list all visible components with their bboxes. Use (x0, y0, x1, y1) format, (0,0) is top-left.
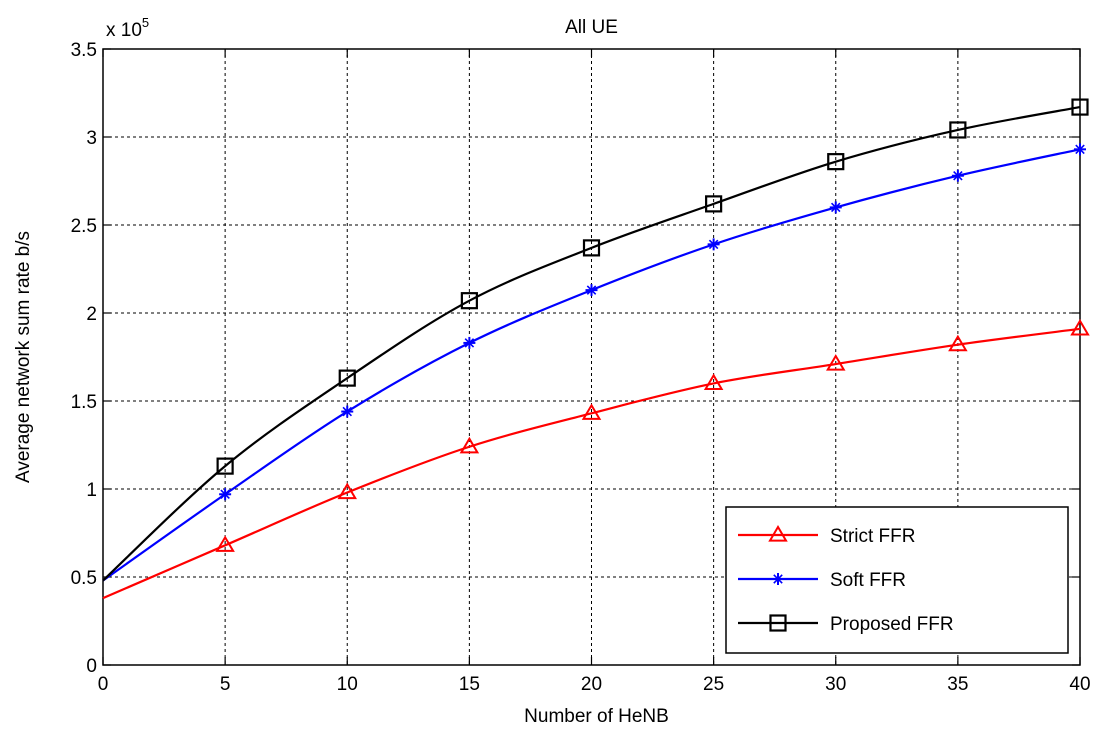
star-marker-stroke (773, 574, 783, 584)
star-marker-stroke (953, 170, 963, 181)
x-tick-label: 25 (703, 674, 724, 695)
x-tick-label: 30 (825, 674, 846, 695)
x-tick-label: 40 (1069, 674, 1090, 695)
data-point-marker (582, 239, 601, 257)
y-tick-label: 3.5 (71, 40, 97, 61)
data-point-marker (341, 405, 354, 418)
data-point-marker (829, 201, 842, 214)
x-tick-label: 10 (337, 674, 358, 695)
legend-entry: Soft FFR (738, 570, 906, 591)
legend-marker (772, 573, 784, 585)
legend-marker (769, 614, 787, 632)
star-marker-stroke (220, 489, 230, 500)
data-point-marker (1071, 98, 1089, 116)
y-tick-label: 1 (86, 480, 97, 501)
data-point-marker (949, 121, 967, 139)
legend-label: Soft FFR (830, 570, 906, 591)
star-marker-stroke (586, 285, 597, 295)
data-point-marker (1070, 318, 1090, 336)
y-tick-label: 3 (86, 128, 97, 149)
data-point-marker (705, 195, 723, 213)
star-marker-stroke (1075, 144, 1085, 155)
data-point-marker (463, 336, 476, 349)
legend-entries: Strict FFR Soft FFR Proposed FFR (738, 525, 954, 635)
data-point-marker (951, 169, 964, 182)
x-tick-label: 0 (98, 674, 109, 695)
y-tick-label: 0.5 (71, 568, 97, 589)
chart-title: All UE (565, 17, 618, 38)
grid (103, 49, 1080, 665)
data-point-marker (1074, 143, 1086, 156)
data-point-marker (826, 354, 846, 371)
data-point-marker (581, 403, 602, 420)
data-point-marker (459, 436, 480, 454)
star-marker-stroke (708, 239, 719, 250)
legend-marker (768, 525, 788, 542)
data-point-marker (948, 334, 968, 352)
y-axis-multiplier: x 105 (106, 15, 149, 41)
series-line (102, 327, 1081, 600)
y-axis-label: Average network sum rate b/s (13, 231, 34, 483)
y-tick-label: 0 (86, 656, 97, 677)
data-point-marker (215, 535, 235, 552)
data-point-marker (827, 153, 845, 171)
y-tick-label: 2 (86, 304, 97, 325)
star-marker-stroke (830, 202, 841, 213)
data-point-marker (216, 457, 234, 475)
data-point-marker (703, 373, 724, 390)
y-tick-label: 1.5 (71, 392, 97, 413)
series-line (102, 105, 1081, 582)
data-point-marker (219, 488, 232, 501)
x-tick-label: 5 (220, 674, 231, 695)
series-soft-ffr (102, 143, 1086, 582)
data-point-marker (707, 238, 720, 251)
data-point-marker (460, 292, 478, 310)
legend-label: Strict FFR (830, 526, 916, 547)
legend-entry: Proposed FFR (738, 614, 954, 635)
legend: Strict FFR Soft FFR Proposed FFR (725, 506, 1069, 654)
star-marker-stroke (342, 406, 353, 417)
series-proposed-ffr (102, 98, 1089, 582)
y-multiplier-base: x 10 (106, 20, 142, 41)
series-group (102, 98, 1090, 600)
x-axis-label: Number of HeNB (524, 706, 669, 727)
y-multiplier-exponent: 5 (142, 15, 149, 30)
data-point-marker (337, 482, 357, 500)
legend-label: Proposed FFR (830, 614, 954, 635)
data-point-marker (338, 369, 356, 387)
y-tick-label: 2.5 (71, 216, 97, 237)
series-strict-ffr (102, 318, 1090, 600)
x-tick-label: 20 (581, 674, 602, 695)
axis-ticks: 0 5 10 15 20 25 30 35 40 0 0.5 1 1.5 2 2.5 3 3.5 (71, 40, 1091, 695)
x-tick-label: 35 (947, 674, 968, 695)
data-point-marker (585, 284, 598, 297)
x-tick-label: 15 (459, 674, 480, 695)
star-marker-stroke (464, 338, 475, 348)
legend-entry: Strict FFR (738, 525, 916, 547)
